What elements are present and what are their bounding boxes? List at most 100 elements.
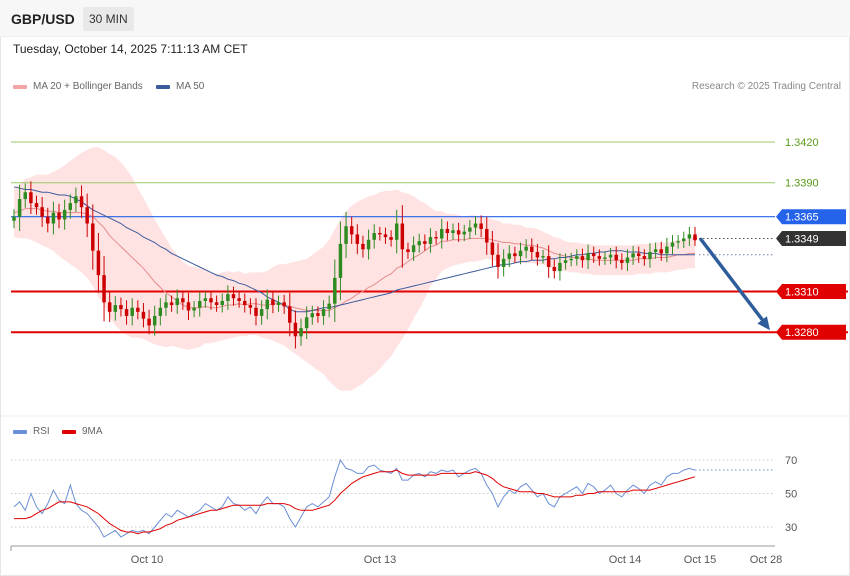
candle-body-90	[518, 250, 523, 257]
candle-body-113	[648, 252, 652, 259]
candle-body-62	[361, 243, 365, 250]
legend-rsi-label: RSI	[33, 426, 50, 437]
candle-body-76	[439, 228, 444, 239]
candle-body-1	[17, 199, 22, 217]
candle-body-51	[299, 328, 303, 337]
candle-body-89	[513, 253, 517, 257]
candle-body-37	[220, 300, 224, 306]
chart-datetime: Tuesday, October 14, 2025 7:11:13 AM CET	[13, 42, 248, 56]
candle-body-103	[591, 253, 596, 257]
ma50-line	[13, 186, 695, 313]
candle-body-105	[603, 257, 607, 259]
candle-body-121	[693, 234, 697, 239]
candle-body-86	[496, 254, 500, 267]
candle-body-52	[304, 317, 309, 329]
x-tick-label-2: Oct 14	[609, 554, 641, 566]
candle-body-19	[119, 305, 123, 310]
candle-body-94	[541, 256, 545, 258]
legend-bollinger-label: MA 20 + Bollinger Bands	[33, 81, 143, 92]
level-label-1.3310: 1.3310	[785, 286, 819, 298]
candle-body-6	[46, 216, 50, 224]
candle-body-98	[563, 260, 568, 263]
candle-body-30	[181, 298, 185, 303]
candle-body-104	[597, 256, 602, 259]
candle-body-59	[344, 226, 348, 244]
candle-body-39	[231, 294, 236, 299]
x-tick-label-1: Oct 13	[364, 554, 396, 566]
candle-body-92	[530, 246, 534, 253]
candle-body-65	[378, 233, 382, 235]
projection-arrow	[699, 237, 767, 325]
level-label-1.3365: 1.3365	[785, 212, 819, 224]
candle-body-74	[428, 237, 433, 244]
last-price-dot	[693, 236, 697, 241]
candle-body-85	[490, 242, 495, 255]
level-label-1.3349: 1.3349	[785, 233, 819, 245]
candle-body-38	[226, 294, 230, 301]
candle-body-40	[237, 298, 241, 301]
interval-button[interactable]: 30 MIN	[83, 7, 134, 31]
candle-body-70	[406, 249, 410, 253]
candle-body-54	[316, 313, 320, 316]
candle-body-71	[411, 245, 416, 253]
candle-body-119	[681, 238, 686, 242]
rsi-level-label-30: 30	[785, 522, 797, 534]
level-label-1.3390: 1.3390	[785, 178, 819, 190]
x-tick-label-4: Oct 28	[750, 554, 782, 566]
instrument-title: GBP/USD	[11, 11, 75, 27]
candle-body-29	[175, 298, 179, 306]
candle-body-78	[451, 230, 455, 234]
candle-body-22	[136, 307, 140, 312]
level-tag-1.3280	[776, 324, 846, 340]
rsi-ma-swatch	[62, 429, 76, 434]
candle-body-2	[23, 192, 28, 200]
candle-body-106	[608, 254, 613, 258]
candle-body-102	[586, 253, 590, 261]
candle-body-7	[51, 212, 56, 224]
candle-body-63	[366, 239, 371, 250]
candle-body-11	[74, 196, 78, 204]
candle-body-114	[653, 249, 658, 253]
candle-body-16	[102, 275, 106, 303]
level-label-1.3280: 1.3280	[785, 327, 819, 339]
candle-body-31	[186, 302, 191, 311]
candle-body-26	[158, 307, 163, 316]
candle-body-4	[34, 203, 39, 208]
candle-body-27	[164, 302, 168, 308]
candle-body-84	[485, 228, 489, 243]
rsi-level-label-70: 70	[785, 455, 797, 467]
candle-body-48	[282, 302, 286, 307]
candle-body-117	[670, 242, 675, 247]
level-tag-1.3349	[776, 230, 846, 246]
candle-body-82	[473, 223, 478, 228]
candle-body-53	[310, 313, 315, 318]
candle-body-120	[687, 234, 692, 239]
candle-body-108	[620, 260, 624, 263]
candle-body-9	[62, 209, 67, 220]
candle-body-93	[535, 252, 540, 258]
candle-body-68	[394, 223, 399, 240]
candle-body-3	[29, 192, 33, 204]
candle-body-60	[349, 226, 354, 235]
candle-body-12	[79, 196, 84, 208]
candle-body-57	[333, 277, 337, 304]
candle-body-81	[468, 227, 472, 232]
candle-body-45	[265, 299, 270, 310]
bollinger-band	[14, 147, 695, 391]
legend-ma50-label: MA 50	[176, 81, 205, 92]
candle-body-17	[107, 302, 112, 312]
candle-body-24	[147, 318, 151, 326]
candle-body-75	[434, 237, 438, 239]
candle-body-88	[507, 253, 512, 259]
candle-body-15	[96, 250, 101, 276]
candle-body-115	[659, 249, 663, 254]
candle-body-49	[288, 306, 292, 323]
level-label-1.3420: 1.3420	[785, 137, 819, 149]
candle-body-34	[203, 298, 208, 301]
candle-body-33	[197, 300, 202, 308]
candle-body-87	[501, 258, 506, 267]
candle-body-5	[40, 207, 44, 217]
legend-rsi-ma-label: 9MA	[82, 426, 103, 437]
candle-body-109	[625, 257, 630, 263]
